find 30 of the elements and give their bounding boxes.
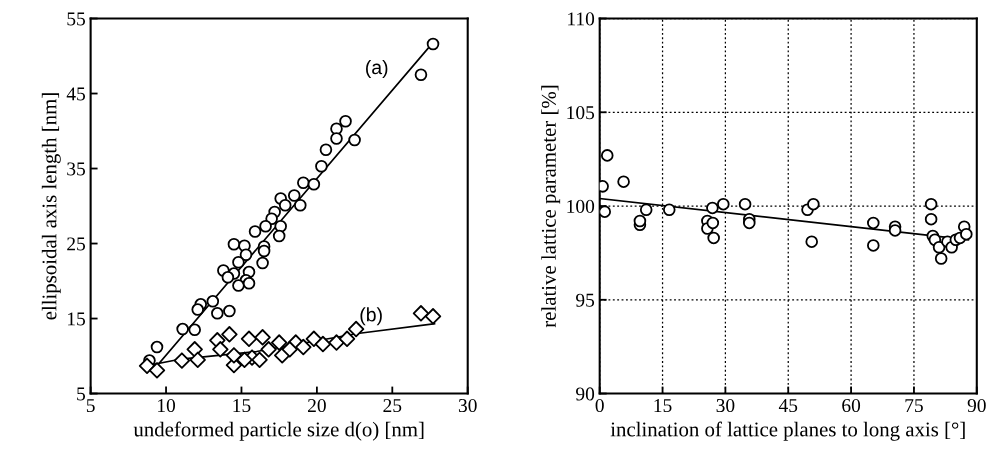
x-tick-label: 10 [158,398,176,413]
y-tick-label: 5 [77,387,86,401]
x-tick-label: 0 [595,398,604,413]
y-tick-label: 55 [67,12,86,26]
y-tick-label: 25 [67,237,86,251]
x-tick-label: 15 [233,399,251,413]
y-tick-label: 105 [567,106,595,120]
y-tick-label: 90 [576,387,595,401]
x-tick-label: 20 [308,398,326,413]
y-axis-title: ellipsoidal axis length [nm] [41,93,61,320]
x-tick-label: 45 [778,399,798,413]
y-axis-title: relative lattice parameter [%] [541,85,561,328]
y-tick-label: 45 [66,87,86,101]
x-axis-title: inclination of lattice planes to long axis [°] [610,421,965,441]
x-tick-label: 5 [86,399,95,413]
x-tick-label: 90 [967,398,986,413]
x-axis-title: undeformed particle size d(o) [nm] [133,421,424,441]
annotation: (a) [366,59,388,79]
x-tick-label: 15 [654,399,672,413]
x-tick-label: 75 [905,399,923,413]
y-tick-label: 100 [567,199,595,213]
y-tick-label: 35 [67,162,86,176]
annotation: (b) [360,307,382,326]
y-tick-label: 15 [68,312,86,326]
y-tick-label: 95 [576,293,595,307]
x-tick-label: 60 [842,398,861,413]
x-tick-label: 25 [383,399,402,413]
y-tick-label: 110 [568,12,595,26]
x-tick-label: 30 [458,398,477,413]
x-tick-label: 30 [716,398,735,413]
